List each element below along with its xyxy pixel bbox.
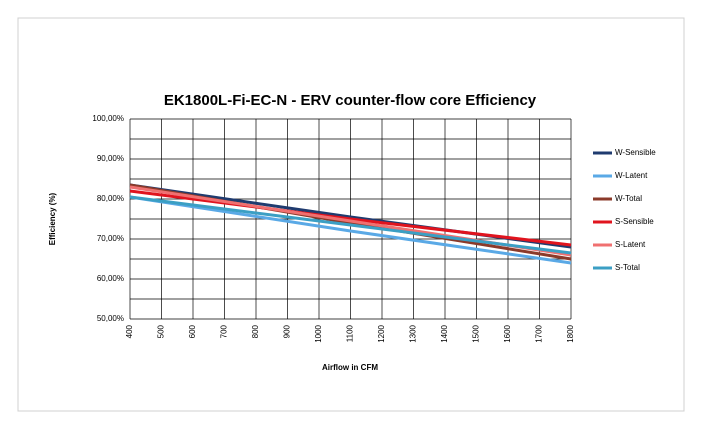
x-tick-label: 400 (125, 324, 134, 338)
y-tick-label: 100,00% (92, 114, 124, 123)
chart-title: EK1800L-Fi-EC-N - ERV counter-flow core … (164, 92, 537, 109)
y-tick-label: 60,00% (97, 274, 124, 283)
x-tick-label: 500 (157, 324, 166, 338)
legend-label: S-Sensible (615, 217, 654, 226)
x-tick-label: 1700 (535, 324, 544, 342)
legend-label: S-Total (615, 263, 640, 272)
y-tick-label: 50,00% (97, 314, 124, 323)
x-tick-label: 900 (283, 324, 292, 338)
x-tick-label: 1100 (346, 324, 355, 342)
x-tick-label: 1500 (472, 324, 481, 342)
x-tick-label: 1400 (440, 324, 449, 342)
legend-label: W-Total (615, 194, 642, 203)
x-tick-label: 1600 (503, 324, 512, 342)
x-tick-label: 1800 (566, 324, 575, 342)
x-axis-label: Airflow in CFM (322, 363, 378, 372)
series-line (129, 189, 572, 247)
legend-label: W-Latent (615, 171, 648, 180)
x-tick-label: 600 (188, 324, 197, 338)
x-tick-label: 1200 (377, 324, 386, 342)
legend-label: S-Latent (615, 240, 646, 249)
x-tick-label: 700 (220, 324, 229, 338)
chart-frame (17, 17, 685, 412)
x-tick-label: 1000 (314, 324, 323, 342)
x-tick-label: 1300 (409, 324, 418, 342)
legend-label: W-Sensible (615, 148, 656, 157)
series-line (129, 195, 572, 255)
y-tick-label: 70,00% (97, 234, 124, 243)
y-tick-label: 80,00% (97, 194, 124, 203)
x-tick-label: 800 (251, 324, 260, 338)
series-line (129, 195, 572, 265)
y-tick-label: 90,00% (97, 154, 124, 163)
y-axis-label: Efficiency (%) (48, 192, 57, 245)
